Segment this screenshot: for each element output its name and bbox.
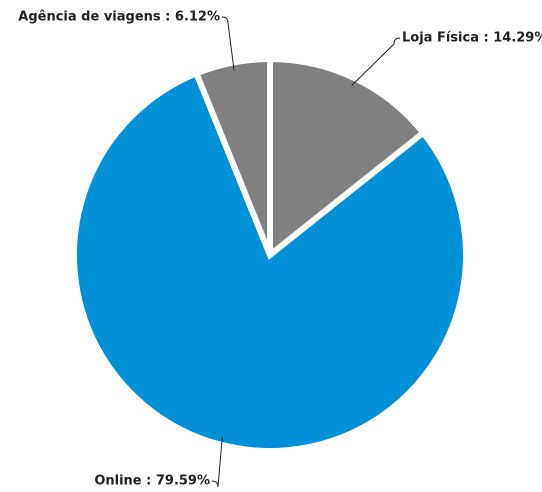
- pie-slice: [192, 55, 273, 257]
- data-label: Agência de viagens : 6.12%: [18, 10, 220, 25]
- leader-line: [351, 37, 401, 86]
- leader-line: [211, 436, 223, 488]
- data-label: Loja Física : 14.29%: [402, 31, 542, 46]
- pie-slice: [71, 69, 469, 454]
- pie-slice: [267, 55, 428, 262]
- data-label: Online : 79.59%: [94, 474, 210, 489]
- leader-line: [221, 16, 235, 71]
